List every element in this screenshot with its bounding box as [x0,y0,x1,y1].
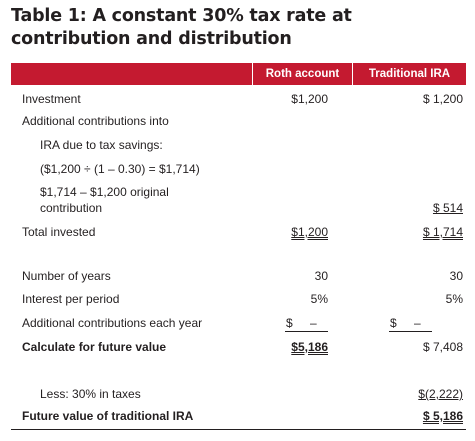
row-label-future-value: Calculate for future value [22,340,167,354]
row-label-additional-each-year: Additional contributions each year [22,316,203,330]
row-label-less-taxes: Less: 30% in taxes [40,387,141,401]
roth-total-invested: $1,200 [291,225,328,239]
traditional-investment: $ 1,200 [422,92,463,106]
row-label-original-line2: contribution [40,201,103,215]
row-label-original-line1: $1,714 – $1,200 original [40,185,169,199]
traditional-interest: 5% [445,292,463,306]
header-divider [252,63,253,85]
row-label-investment: Investment [22,92,81,106]
column-header-traditional: Traditional IRA [368,68,451,80]
roth-interest: 5% [310,292,328,306]
row-label-number-of-years: Number of years [22,269,111,283]
row-label-ira-due: IRA due to tax savings: [40,138,163,152]
traditional-total-invested: $ 1,714 [422,225,463,239]
traditional-additional-contribution: $ 514 [432,201,463,215]
traditional-future-value: $ 7,408 [422,340,463,354]
roth-additional-each-year-underline [285,331,328,332]
roth-future-value: $5,186 [291,340,328,354]
traditional-less-taxes: $(2,222) [418,387,463,401]
table-title: Table 1: A constant 30% tax rate at cont… [11,6,352,49]
row-label-formula: ($1,200 ÷ (1 – 0.30) = $1,714) [40,162,200,176]
roth-number-of-years: 30 [314,269,328,283]
traditional-number-of-years: 30 [449,269,463,283]
row-label-total-invested: Total invested [22,225,96,239]
row-label-fv-traditional: Future value of traditional IRA [22,409,194,423]
roth-investment: $1,200 [291,92,328,106]
roth-additional-each-year-dash: – [310,316,317,330]
roth-additional-each-year-symbol: $ [286,316,293,330]
row-label-additional-contributions: Additional contributions into [22,114,169,128]
traditional-additional-each-year-underline [389,331,432,332]
header-divider [352,63,353,85]
column-header-roth: Roth account [265,68,340,80]
traditional-additional-each-year-dash: – [414,316,421,330]
row-label-interest-per-period: Interest per period [22,292,120,306]
traditional-additional-each-year-symbol: $ [390,316,397,330]
table-bottom-rule [11,429,466,430]
traditional-fv-after-tax: $ 5,186 [422,409,463,423]
